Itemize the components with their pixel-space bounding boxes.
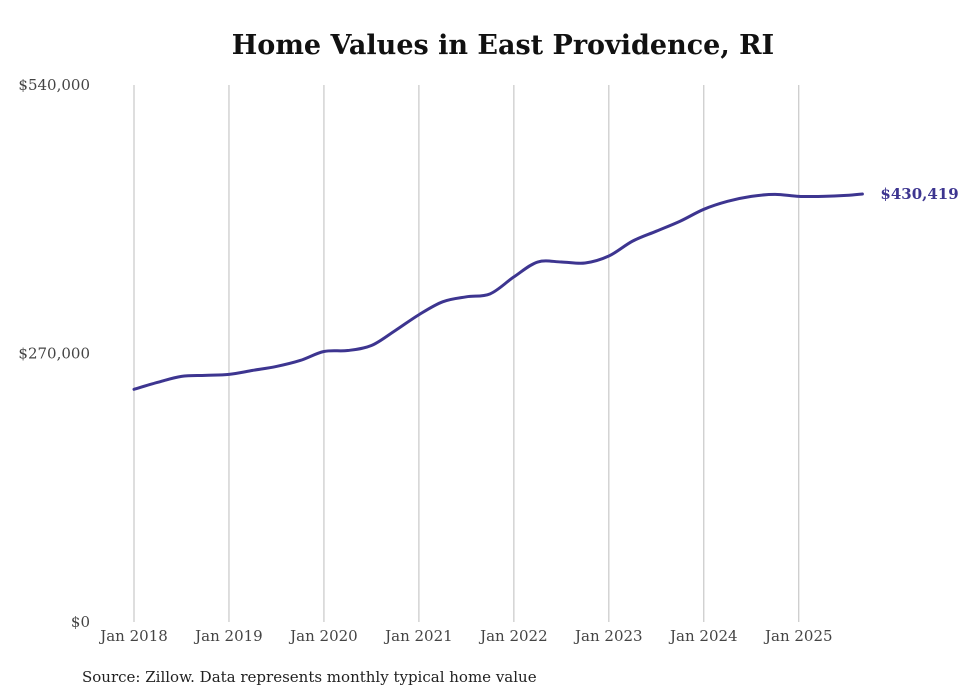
end-label-layer: $430,419 — [880, 185, 958, 203]
y-tick-label: $0 — [71, 613, 90, 631]
y-axis: $0 $270,000 $540,000 — [18, 76, 90, 631]
source-note: Source: Zillow. Data represents monthly … — [82, 668, 537, 686]
x-tick-label: Jan 2018 — [98, 627, 168, 645]
x-tick-label: Jan 2025 — [763, 627, 833, 645]
grid-lines — [133, 85, 800, 622]
series-layer — [132, 192, 864, 391]
end-value-label: $430,419 — [880, 185, 958, 203]
x-tick-label: Jan 2021 — [383, 627, 453, 645]
x-axis: Jan 2018 Jan 2019 Jan 2020 Jan 2021 Jan 2022… — [98, 627, 832, 645]
chart-title: Home Values in East Providence, RI — [231, 30, 775, 61]
x-tick-label: Jan 2019 — [193, 627, 263, 645]
y-tick-label: $540,000 — [18, 76, 90, 94]
x-tick-label: Jan 2024 — [668, 627, 738, 645]
x-tick-label: Jan 2023 — [573, 627, 643, 645]
x-tick-label: Jan 2020 — [288, 627, 358, 645]
series-line — [132, 192, 864, 391]
x-tick-label: Jan 2022 — [478, 627, 548, 645]
y-tick-label: $270,000 — [18, 345, 90, 363]
